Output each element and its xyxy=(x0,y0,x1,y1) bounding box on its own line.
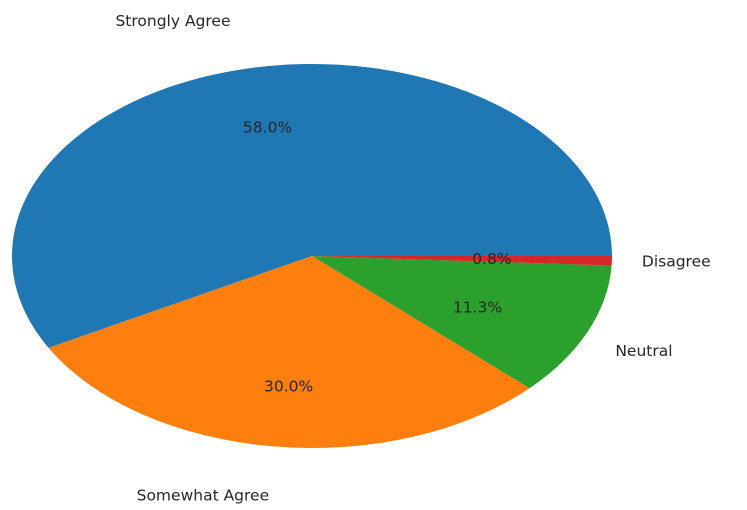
pie-label: Neutral xyxy=(615,342,672,360)
pie-percent-label: 11.3% xyxy=(453,298,502,316)
pie-wedge xyxy=(48,256,530,448)
pie-wedge xyxy=(11,64,612,348)
pie-percent-label: 0.8% xyxy=(472,250,511,268)
pie-percent-label: 30.0% xyxy=(264,377,313,395)
pie-wedge xyxy=(312,256,612,266)
pie-label: Somewhat Agree xyxy=(137,486,270,504)
pie-label: Disagree xyxy=(642,253,711,271)
pie-percent-label: 58.0% xyxy=(243,119,292,137)
pie-label: Strongly Agree xyxy=(115,12,230,30)
pie-wedge xyxy=(312,256,612,389)
